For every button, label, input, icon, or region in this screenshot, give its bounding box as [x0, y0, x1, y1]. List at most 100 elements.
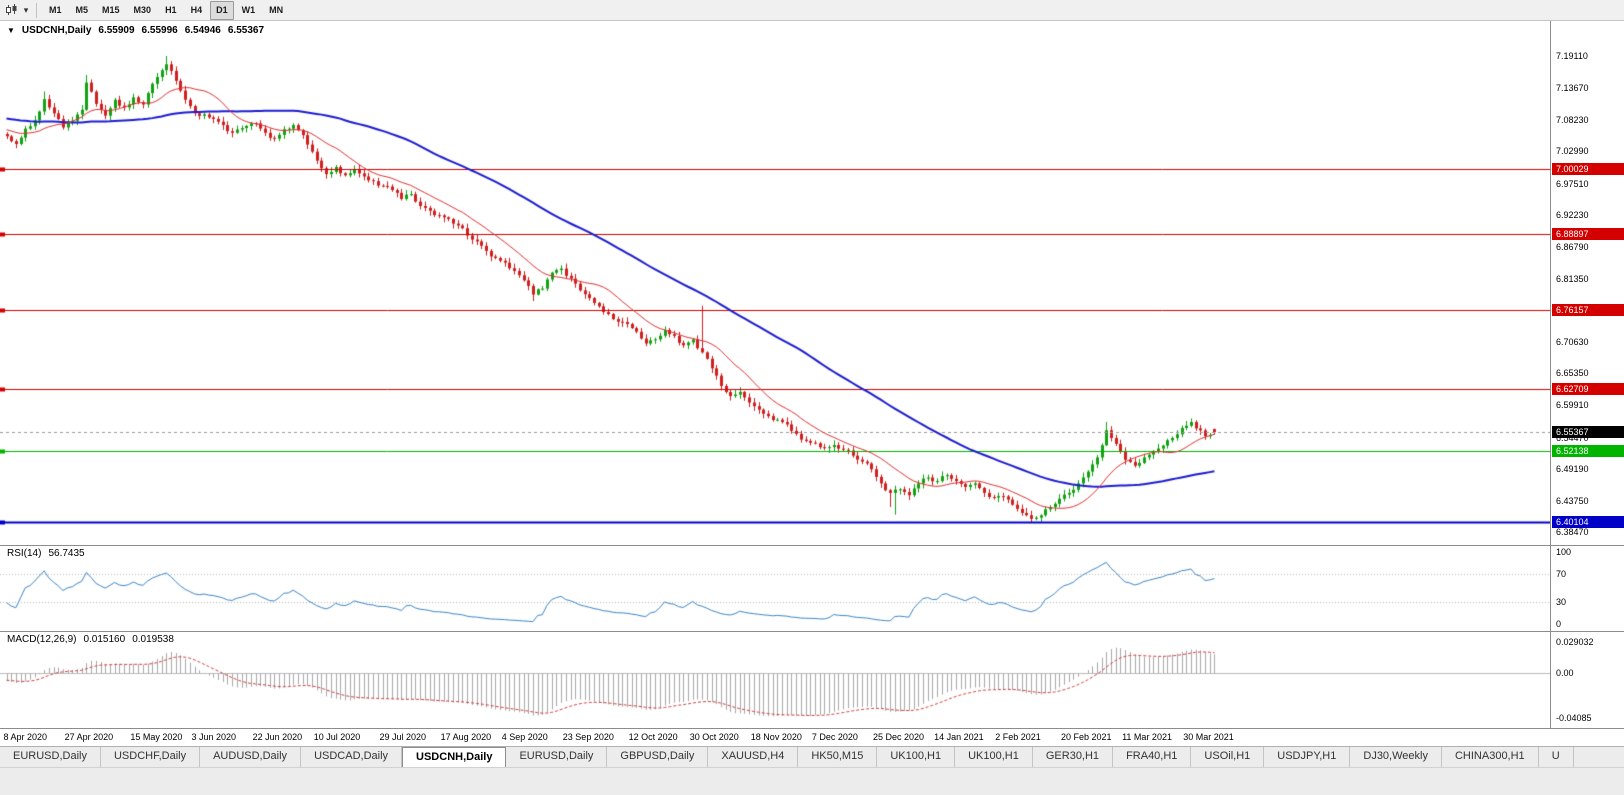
date-axis-label: 2 Feb 2021	[995, 732, 1041, 742]
price-axis-label: 6.70630	[1556, 337, 1589, 348]
timeframe-button-w1[interactable]: W1	[241, 4, 256, 15]
chart-tab-usdjpy-h1[interactable]: USDJPY,H1	[1264, 747, 1351, 767]
chart-tab-audusd-daily[interactable]: AUDUSD,Daily	[200, 747, 302, 767]
timeframe-button-h1[interactable]: H1	[165, 4, 177, 15]
chart-marker-icon: ▼	[7, 26, 15, 35]
macd-chart-canvas[interactable]	[0, 632, 1550, 728]
macd-signal-value: 0.019538	[132, 634, 174, 645]
chart-tab-fra40-h1[interactable]: FRA40,H1	[1113, 747, 1192, 767]
rsi-axis-label: 30	[1556, 597, 1567, 608]
price-axis-label: 7.08230	[1556, 115, 1589, 126]
chart-tab-uk100-h1[interactable]: UK100,H1	[955, 747, 1033, 767]
toolbar-separator	[36, 2, 37, 18]
price-axis-label: 6.65350	[1556, 368, 1589, 379]
chart-tab-eurusd-daily[interactable]: EURUSD,Daily	[506, 747, 608, 767]
date-axis-label: 10 Jul 2020	[313, 732, 361, 742]
date-axis-label: 22 Jun 2020	[252, 732, 303, 742]
date-axis-label: 18 Nov 2020	[750, 732, 802, 742]
chart-type-dropdown-icon[interactable]: ▾	[23, 4, 29, 15]
chart-tab-eurusd-daily[interactable]: EURUSD,Daily	[0, 747, 101, 767]
price-axis-label: 6.92230	[1556, 209, 1589, 220]
chart-tab-usoil-h1[interactable]: USOil,H1	[1191, 747, 1265, 767]
symbol-period-label: USDCNH,Daily	[21, 25, 92, 36]
date-axis-label: 23 Sep 2020	[562, 732, 614, 742]
level-price-badge: 6.76157	[1552, 303, 1624, 316]
rsi-axis[interactable]: 100 70 30 0	[1550, 546, 1624, 631]
macd-main-value: 0.015160	[83, 634, 126, 645]
current-price-badge: 6.55367	[1552, 426, 1624, 439]
timeframe-buttons: M1 M5 M15 M30 H1 H4 D1 W1 MN	[42, 0, 290, 20]
chart-tab-china300-h1[interactable]: CHINA300,H1	[1441, 747, 1539, 767]
price-axis-label: 6.86790	[1556, 241, 1589, 252]
date-axis[interactable]: 8 Apr 2020 27 Apr 2020 15 May 2020 3 Jun 20…	[0, 728, 1624, 746]
macd-pane: MACD(12,26,9) 0.015160 0.019538 0.029032 0.…	[0, 631, 1624, 728]
chart-tab-usdcnh-daily[interactable]: USDCNH,Daily	[402, 747, 507, 767]
timeframe-toolbar: ▾ M1 M5 M15 M30 H1 H4 D1 W1 MN	[0, 0, 1624, 21]
timeframe-button-d1[interactable]: D1	[210, 0, 234, 20]
date-axis-label: 7 Dec 2020	[811, 732, 858, 742]
chart-tab-bar: EURUSD,Daily USDCHF,Daily AUDUSD,Daily USDC…	[0, 746, 1624, 767]
price-axis-label: 6.38470	[1556, 527, 1589, 537]
macd-axis-label: 0.00	[1556, 668, 1574, 679]
price-axis-label: 6.59910	[1556, 400, 1589, 411]
rsi-axis-label: 70	[1556, 568, 1567, 579]
date-axis-label: 25 Dec 2020	[873, 732, 925, 742]
chart-tab-uk100-h1[interactable]: UK100,H1	[877, 747, 956, 767]
chart-title: ▼ USDCNH,Daily 6.55909 6.55996 6.54946 6.5536…	[7, 25, 271, 36]
timeframe-button-h4[interactable]: H4	[190, 4, 203, 15]
date-axis-label: 20 Feb 2021	[1061, 732, 1112, 742]
timeframe-button-m15[interactable]: M15	[102, 4, 120, 15]
rsi-pane: RSI(14) 56.7435 100 70 30 0	[0, 545, 1624, 631]
timeframe-button-m30[interactable]: M30	[133, 4, 152, 15]
level-price-badge: 6.62709	[1552, 382, 1624, 395]
timeframe-button-m1[interactable]: M1	[49, 4, 62, 15]
price-axis-label: 6.49190	[1556, 463, 1589, 474]
date-axis-label: 27 Apr 2020	[64, 732, 114, 742]
timeframe-button-m5[interactable]: M5	[75, 4, 89, 15]
date-axis-label: 17 Aug 2020	[440, 732, 492, 742]
chart-tab-dj30-weekly[interactable]: DJ30,Weekly	[1350, 747, 1442, 767]
chart-window: ▼ USDCNH,Daily 6.55909 6.55996 6.54946 6.5536…	[0, 21, 1624, 746]
date-axis-label: 3 Jun 2020	[191, 732, 237, 742]
chart-type-icon[interactable]	[3, 2, 21, 19]
close-value: 6.55367	[227, 25, 265, 36]
rsi-title: RSI(14) 56.7435	[7, 548, 92, 559]
date-axis-label: 14 Jan 2021	[934, 732, 984, 742]
rsi-name: RSI(14)	[7, 548, 42, 559]
level-price-badge: 6.40104	[1552, 516, 1624, 529]
level-price-badge: 7.00029	[1552, 162, 1624, 175]
rsi-value: 56.7435	[48, 548, 85, 559]
chart-tab-xauusd-h4[interactable]: XAUUSD,H4	[708, 747, 799, 767]
rsi-chart-canvas[interactable]	[0, 546, 1550, 631]
date-axis-label: 15 May 2020	[130, 732, 183, 742]
macd-axis-label: -0.04085	[1556, 713, 1592, 724]
rsi-axis-label: 100	[1556, 547, 1572, 557]
macd-axis[interactable]: 0.029032 0.00 -0.04085	[1550, 632, 1624, 728]
chart-tab-u[interactable]: U	[1538, 747, 1574, 767]
price-axis[interactable]: 7.19110 7.13670 7.08230 7.02990 6.97510 6.922…	[1550, 21, 1624, 545]
chart-tab-hk50-m15[interactable]: HK50,M15	[798, 747, 878, 767]
high-value: 6.55996	[141, 25, 178, 36]
level-price-badge: 6.52138	[1552, 445, 1624, 458]
date-axis-label: 29 Jul 2020	[379, 732, 427, 742]
open-value: 6.55909	[98, 25, 135, 36]
price-axis-label: 7.13670	[1556, 83, 1589, 94]
price-axis-label: 6.81350	[1556, 273, 1589, 284]
macd-axis-label: 0.029032	[1556, 636, 1594, 647]
chart-tab-usdchf-daily[interactable]: USDCHF,Daily	[100, 747, 201, 767]
chart-tab-gbpusd-daily[interactable]: GBPUSD,Daily	[607, 747, 709, 767]
macd-title: MACD(12,26,9) 0.015160 0.019538	[7, 634, 181, 645]
price-chart-canvas[interactable]	[0, 21, 1550, 545]
price-axis-label: 7.19110	[1556, 51, 1588, 61]
chart-tab-usdcad-daily[interactable]: USDCAD,Daily	[301, 747, 403, 767]
low-value: 6.54946	[184, 25, 221, 36]
macd-name: MACD(12,26,9)	[7, 634, 77, 645]
level-price-badge: 6.88897	[1552, 228, 1624, 241]
price-axis-label: 7.02990	[1556, 146, 1589, 157]
chart-tab-ger30-h1[interactable]: GER30,H1	[1032, 747, 1114, 767]
price-axis-label: 6.97510	[1556, 178, 1589, 189]
bottom-filler	[0, 767, 1624, 795]
timeframe-button-mn[interactable]: MN	[269, 4, 284, 15]
date-axis-label: 30 Mar 2021	[1183, 732, 1234, 742]
